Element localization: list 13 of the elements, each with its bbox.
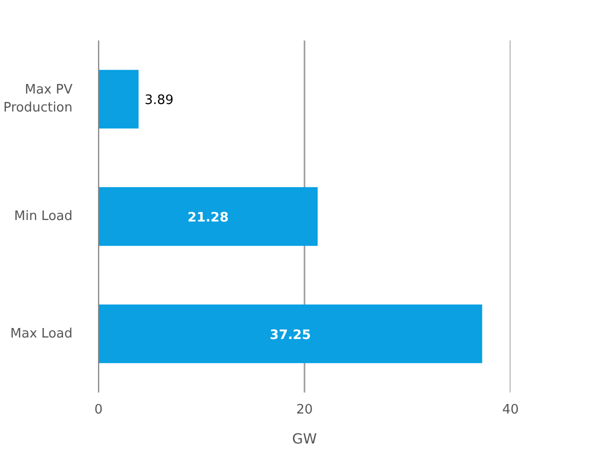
bar [98, 304, 482, 364]
data-label: 37.25 [270, 328, 311, 343]
bar [98, 187, 318, 246]
x-tick-label: 20 [296, 402, 313, 418]
x-tick-label: 40 [502, 402, 519, 418]
y-tick-label: Max Load [10, 326, 73, 342]
data-label: 3.89 [144, 93, 174, 108]
x-tick-label: 0 [94, 402, 103, 418]
data-label: 21.28 [188, 210, 229, 226]
bar [98, 70, 139, 128]
y-tick-label: Max PV Production [3, 82, 73, 116]
x-axis-title: GW [292, 432, 318, 448]
y-tick-label: Min Load [14, 209, 73, 224]
